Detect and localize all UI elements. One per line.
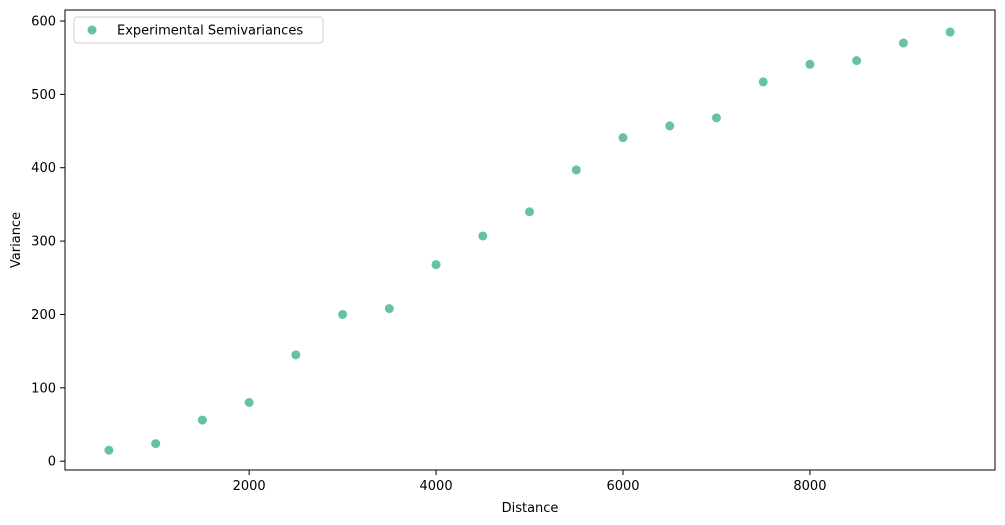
y-tick-label: 600 bbox=[31, 15, 56, 30]
data-point bbox=[338, 309, 348, 319]
y-axis: 0 100 200 300 400 500 600 bbox=[31, 15, 65, 470]
legend: Experimental Semivariances bbox=[73, 16, 324, 44]
x-tick-label: 8000 bbox=[793, 479, 826, 494]
data-point bbox=[571, 165, 581, 175]
y-tick-label: 400 bbox=[31, 161, 56, 176]
data-point bbox=[945, 27, 955, 37]
data-point bbox=[197, 415, 207, 425]
legend-box bbox=[73, 16, 324, 44]
y-tick-label: 100 bbox=[31, 381, 56, 396]
y-tick-label: 300 bbox=[31, 235, 56, 250]
x-tick-label: 4000 bbox=[420, 479, 453, 494]
data-point bbox=[151, 439, 161, 449]
x-tick-label: 2000 bbox=[233, 479, 266, 494]
x-axis-label: Distance bbox=[502, 501, 559, 516]
data-point bbox=[291, 350, 301, 360]
plot-area bbox=[64, 9, 996, 471]
y-tick-label: 200 bbox=[31, 308, 56, 323]
data-point bbox=[104, 445, 114, 455]
data-point bbox=[805, 59, 815, 69]
data-point bbox=[852, 56, 862, 66]
data-point bbox=[431, 260, 441, 270]
data-point bbox=[711, 113, 721, 123]
y-axis-label: Variance bbox=[9, 212, 24, 268]
y-tick-label: 0 bbox=[48, 455, 56, 470]
data-point bbox=[384, 304, 394, 314]
x-tick-label: 6000 bbox=[606, 479, 639, 494]
data-point bbox=[478, 231, 488, 241]
x-axis: 2000 4000 6000 8000 bbox=[233, 470, 826, 494]
data-point bbox=[525, 207, 535, 217]
data-point bbox=[898, 38, 908, 48]
data-point bbox=[758, 77, 768, 87]
legend-marker bbox=[87, 25, 97, 35]
data-point bbox=[244, 398, 254, 408]
data-point bbox=[618, 133, 628, 143]
y-tick-label: 500 bbox=[31, 88, 56, 103]
data-point bbox=[665, 121, 675, 131]
legend-entry: Experimental Semivariances bbox=[117, 24, 303, 39]
data-points bbox=[104, 27, 955, 455]
